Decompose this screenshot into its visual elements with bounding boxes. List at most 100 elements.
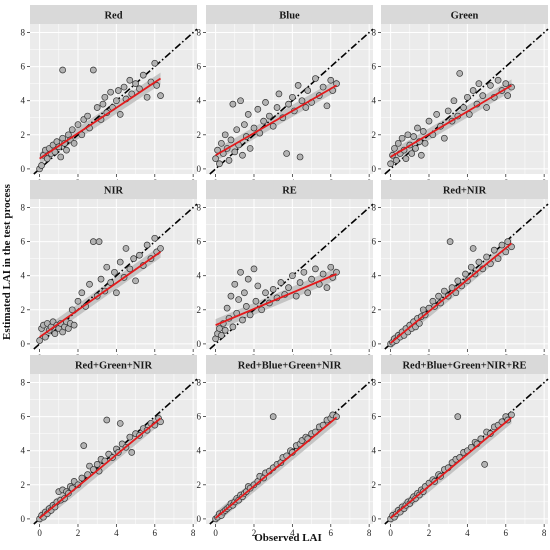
y-tick-label: 0 xyxy=(197,339,202,349)
data-point xyxy=(448,284,456,291)
data-point xyxy=(239,151,246,159)
y-tick-label: 2 xyxy=(197,130,202,140)
data-point xyxy=(296,279,304,286)
facet-strip xyxy=(381,180,548,199)
data-point xyxy=(103,263,111,271)
data-point xyxy=(435,292,442,300)
facet-panel: Blue 0 2 4 6 8 0 2 4 6 8 xyxy=(197,5,374,188)
y-axis-title: Estimated LAI in the test process xyxy=(1,183,13,340)
data-point xyxy=(450,97,458,105)
axes: 0 2 4 6 8 0 2 4 6 8 xyxy=(21,378,196,538)
y-tick-label: 2 xyxy=(21,480,26,490)
data-point xyxy=(97,275,105,283)
data-point xyxy=(490,246,498,254)
data-point xyxy=(95,238,103,245)
data-point xyxy=(454,277,462,285)
data-point xyxy=(464,93,471,101)
data-point xyxy=(312,75,319,82)
data-point xyxy=(300,268,308,276)
y-tick-label: 8 xyxy=(197,378,202,388)
data-point xyxy=(262,289,269,297)
one-to-one-line xyxy=(384,28,549,175)
data-point xyxy=(68,306,76,314)
axes: 0 2 4 6 8 0 2 4 6 8 xyxy=(372,378,547,538)
data-point xyxy=(327,76,335,84)
data-point xyxy=(394,139,402,147)
data-point xyxy=(387,160,394,168)
data-point xyxy=(225,157,233,164)
data-point xyxy=(285,284,292,291)
data-point xyxy=(487,82,494,89)
data-point xyxy=(462,270,469,278)
fit-line xyxy=(39,417,162,519)
data-point xyxy=(57,153,65,161)
data-point xyxy=(504,92,512,99)
y-tick-label: 4 xyxy=(21,271,26,281)
data-point xyxy=(212,155,219,163)
data-point xyxy=(469,245,477,252)
x-tick-label: 4 xyxy=(465,528,470,538)
data-point xyxy=(120,83,128,91)
data-point xyxy=(229,323,237,331)
data-point xyxy=(107,279,114,286)
facet-panel: Red+Blue+Green+NIR+RE 0 2 4 6 8 0 2 4 6 8 xyxy=(372,355,549,538)
data-point xyxy=(113,97,120,105)
data-point xyxy=(116,110,124,118)
y-tick-label: 8 xyxy=(372,378,377,388)
data-point xyxy=(113,289,120,297)
facet-title: Red+Blue+Green+NIR xyxy=(238,361,342,372)
facet-strip xyxy=(30,355,197,374)
data-point xyxy=(242,303,250,310)
data-point xyxy=(269,413,277,420)
data-point xyxy=(469,87,477,94)
x-tick-label: 2 xyxy=(252,528,257,538)
data-point xyxy=(80,442,88,449)
data-point xyxy=(143,93,151,101)
y-tick-label: 2 xyxy=(197,480,202,490)
x-tick-label: 4 xyxy=(114,528,119,538)
data-point xyxy=(111,268,118,276)
y-tick-label: 6 xyxy=(21,412,26,422)
data-point xyxy=(51,330,59,338)
one-to-one-line xyxy=(209,28,374,175)
data-point xyxy=(43,155,51,163)
data-point xyxy=(446,238,454,245)
facet-title: Blue xyxy=(279,11,300,22)
data-point xyxy=(241,289,248,297)
data-point xyxy=(86,280,93,288)
data-point xyxy=(298,97,306,105)
data-point xyxy=(157,92,164,99)
y-tick-label: 8 xyxy=(21,378,26,388)
data-point xyxy=(126,76,134,84)
x-tick-label: 6 xyxy=(504,528,509,538)
data-point xyxy=(126,265,134,273)
fit-line xyxy=(390,242,513,344)
y-tick-label: 4 xyxy=(21,446,26,456)
facet-title: NIR xyxy=(104,186,124,197)
data-point xyxy=(216,160,223,168)
data-point xyxy=(128,449,136,456)
data-point xyxy=(289,272,296,280)
y-tick-label: 6 xyxy=(372,237,377,247)
y-tick-label: 8 xyxy=(21,28,26,38)
facet-strip xyxy=(206,355,373,374)
data-point xyxy=(93,460,101,468)
data-points xyxy=(36,234,164,344)
y-tick-label: 8 xyxy=(372,28,377,38)
facet-title: Red+Green+NIR xyxy=(75,361,153,372)
data-point xyxy=(63,146,70,154)
data-point xyxy=(246,311,254,319)
data-point xyxy=(250,265,258,273)
data-point xyxy=(151,59,159,67)
data-point xyxy=(239,316,246,324)
data-point xyxy=(235,296,242,303)
data-point xyxy=(327,263,335,271)
data-point xyxy=(216,325,223,332)
data-point xyxy=(93,104,101,111)
data-point xyxy=(38,162,45,169)
data-point xyxy=(333,80,340,88)
facet-title: Red+NIR xyxy=(443,186,487,197)
grid-lines xyxy=(381,374,548,524)
data-point xyxy=(412,145,419,152)
